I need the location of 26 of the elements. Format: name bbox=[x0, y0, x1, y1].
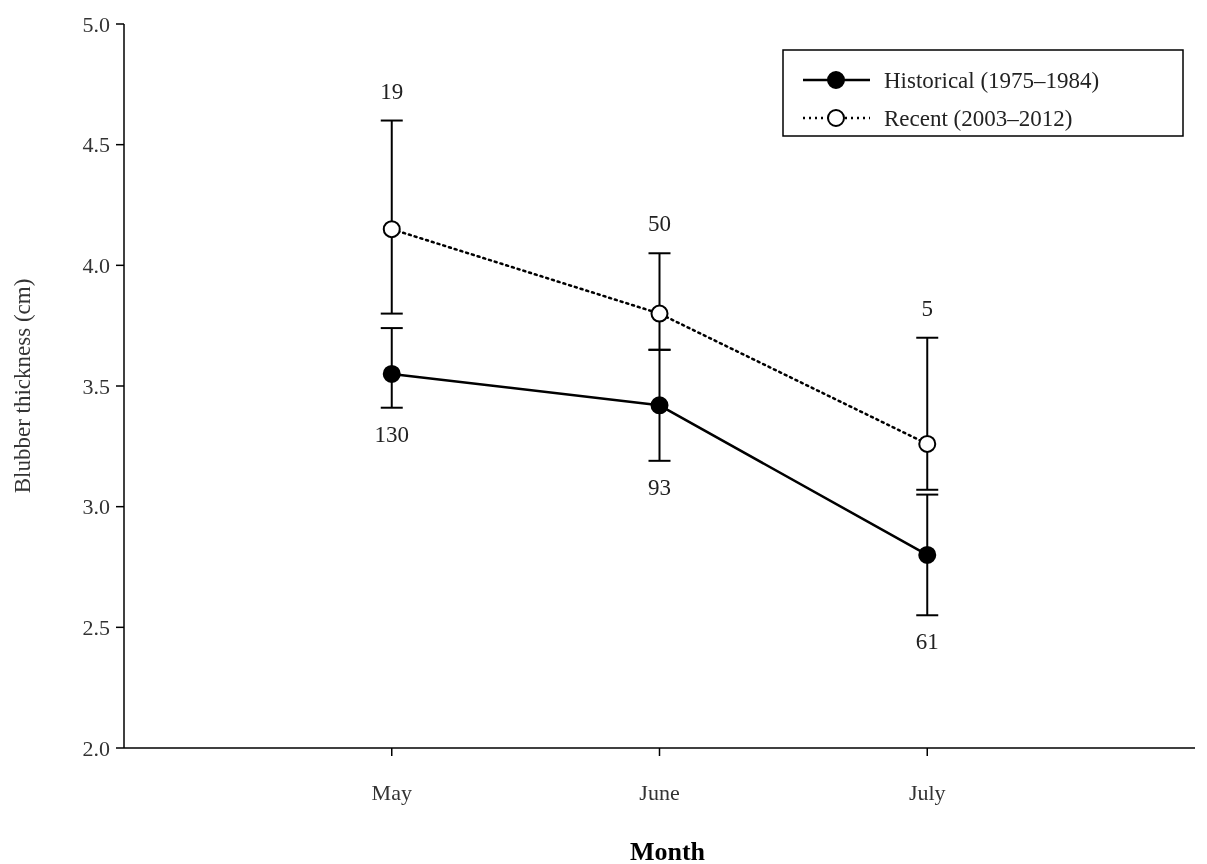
point bbox=[650, 304, 669, 323]
annotation: 50 bbox=[648, 211, 671, 237]
y-tick-label: 4.5 bbox=[82, 132, 110, 158]
annotation: 130 bbox=[374, 421, 409, 447]
point bbox=[382, 220, 401, 239]
point bbox=[382, 364, 401, 383]
annotation: 61 bbox=[915, 629, 939, 655]
x-tick-label: July bbox=[908, 780, 946, 805]
y-tick-label: 3.0 bbox=[82, 494, 110, 520]
annotation: 5 bbox=[921, 295, 933, 321]
point bbox=[918, 545, 937, 564]
x-tick-label: June bbox=[639, 780, 680, 805]
point bbox=[650, 396, 669, 415]
y-tick-label: 4.0 bbox=[82, 253, 110, 279]
annotation: 19 bbox=[380, 78, 404, 104]
y-tick-label: 5.0 bbox=[82, 11, 110, 37]
legend-label: Historical (1975–1984) bbox=[884, 68, 1100, 94]
point bbox=[918, 434, 937, 453]
legend-label: Recent (2003–2012) bbox=[884, 106, 1073, 132]
y-tick-label: 2.5 bbox=[82, 615, 110, 641]
x-tick-label: May bbox=[371, 780, 412, 805]
annotation: 93 bbox=[648, 474, 671, 500]
y-tick-label: 3.5 bbox=[82, 373, 110, 399]
y-axis-title: Blubber thickness (cm) bbox=[10, 278, 35, 494]
x-axis-title: Month bbox=[629, 837, 706, 864]
y-tick-label: 2.0 bbox=[82, 735, 110, 761]
